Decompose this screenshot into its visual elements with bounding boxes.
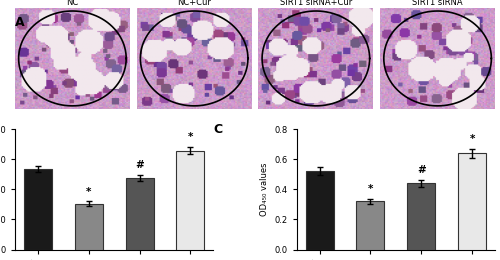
Text: #: # bbox=[417, 165, 426, 175]
Text: *: * bbox=[470, 134, 474, 144]
Bar bbox=[176, 151, 204, 250]
Text: C: C bbox=[214, 123, 222, 136]
Title: NC+Cur: NC+Cur bbox=[177, 0, 211, 7]
Text: *: * bbox=[86, 187, 92, 197]
Title: NC: NC bbox=[66, 0, 78, 7]
Y-axis label: OD₄₅₀ values: OD₄₅₀ values bbox=[260, 162, 269, 216]
Bar bbox=[75, 204, 102, 250]
Title: SIRT1 siRNA: SIRT1 siRNA bbox=[412, 0, 463, 7]
Bar bbox=[356, 202, 384, 250]
Text: #: # bbox=[135, 160, 144, 170]
Bar bbox=[306, 171, 334, 250]
Bar bbox=[24, 169, 52, 250]
Text: *: * bbox=[188, 132, 193, 142]
Text: A: A bbox=[15, 16, 24, 29]
Text: *: * bbox=[368, 184, 373, 194]
Bar bbox=[126, 178, 154, 250]
Bar bbox=[408, 183, 435, 250]
Bar bbox=[458, 153, 486, 250]
Title: SIRT1 siRNA+Cur: SIRT1 siRNA+Cur bbox=[280, 0, 352, 7]
